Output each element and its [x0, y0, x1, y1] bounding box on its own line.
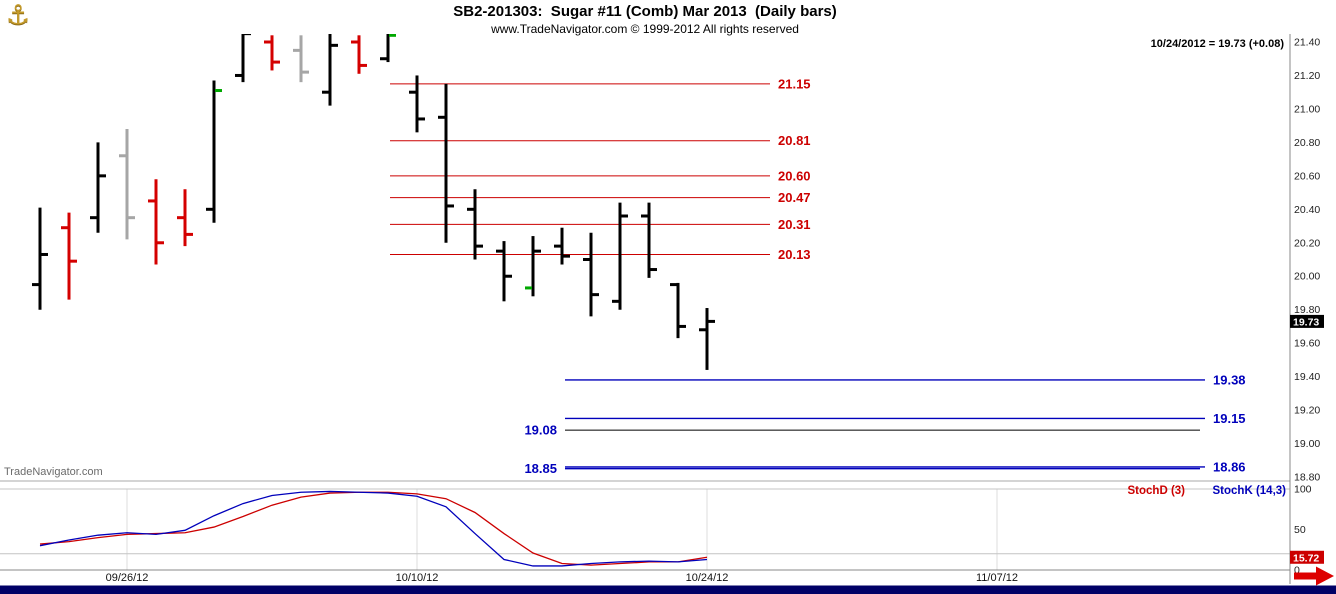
- last-price-badge: 19.73: [1290, 314, 1324, 328]
- price-tick-label: 20.60: [1294, 170, 1320, 182]
- price-tick-label: 19.00: [1294, 438, 1320, 450]
- level-label-20.47: 20.47: [778, 190, 811, 205]
- price-tick-label: 21.00: [1294, 103, 1320, 115]
- price-tick-label: 18.80: [1294, 472, 1320, 484]
- level-label-18.86: 18.86: [1213, 459, 1246, 474]
- price-tick-label: 20.20: [1294, 237, 1320, 249]
- stoch-tick-label: 100: [1294, 484, 1312, 496]
- price-tick-label: 20.80: [1294, 137, 1320, 149]
- level-label-20.81: 20.81: [778, 133, 811, 148]
- level-label-20.31: 20.31: [778, 217, 811, 232]
- stochastic-indicator: StochD (3) StochK (14,3): [39, 485, 1287, 567]
- price-tick-label: 21.40: [1294, 37, 1320, 49]
- price-tick-label: 19.40: [1294, 371, 1320, 383]
- stochk-line: [39, 490, 708, 567]
- ohlc-bars: [32, 34, 715, 370]
- last-quote-readout: 10/24/2012 = 19.73 (+0.08): [1150, 38, 1284, 50]
- scroll-right-arrow-icon[interactable]: [1294, 566, 1334, 586]
- price-tick-label: 19.20: [1294, 405, 1320, 417]
- stochk-legend[interactable]: StochK (14,3): [1213, 485, 1287, 497]
- copyright-line: www.TradeNavigator.com © 1999-2012 All r…: [491, 22, 799, 36]
- stoch-value-badge: 15.72: [1290, 550, 1324, 564]
- chart-title: SB2-201303: Sugar #11 (Comb) Mar 2013 (D…: [453, 3, 837, 20]
- price-tick-label: 21.20: [1294, 70, 1320, 82]
- price-tick-label: 19.80: [1294, 304, 1320, 316]
- date-axis-labels: 09/26/12 10/10/12 10/24/12 11/07/12: [106, 572, 1018, 584]
- watermark-text: TradeNavigator.com: [4, 466, 103, 478]
- stoch-tick-label: 0: [1294, 565, 1300, 577]
- price-levels: 21.15 20.81 20.60 20.47 20.31 20.13 19.38 19.15…: [390, 76, 1246, 476]
- date-gridlines: [126, 489, 998, 570]
- stochd-legend[interactable]: StochD (3): [1128, 485, 1186, 497]
- svg-text:15.72: 15.72: [1293, 552, 1319, 564]
- svg-text:19.73: 19.73: [1293, 316, 1319, 328]
- anchor-logo-icon: ⚓: [6, 0, 31, 30]
- level-label-19.08: 19.08: [524, 423, 557, 438]
- bottom-scrollbar[interactable]: [0, 585, 1336, 594]
- level-label-21.15: 21.15: [778, 76, 811, 91]
- level-label-19.15: 19.15: [1213, 411, 1246, 426]
- date-label: 11/07/12: [976, 572, 1018, 584]
- level-label-20.60: 20.60: [778, 168, 811, 183]
- price-axis-labels: 21.40 21.20 21.00 20.80 20.60 20.40 20.20 20.00…: [1294, 37, 1320, 577]
- date-label: 09/26/12: [106, 572, 149, 584]
- date-label: 10/24/12: [686, 572, 729, 584]
- level-label-18.85: 18.85: [524, 461, 557, 476]
- panel-gridlines: [0, 34, 1291, 584]
- date-label: 10/10/12: [396, 572, 439, 584]
- price-tick-label: 20.40: [1294, 204, 1320, 216]
- level-label-20.13: 20.13: [778, 247, 811, 262]
- price-tick-label: 20.00: [1294, 271, 1320, 283]
- stoch-tick-label: 50: [1294, 524, 1306, 536]
- level-label-19.38: 19.38: [1213, 372, 1246, 387]
- price-tick-label: 19.60: [1294, 338, 1320, 350]
